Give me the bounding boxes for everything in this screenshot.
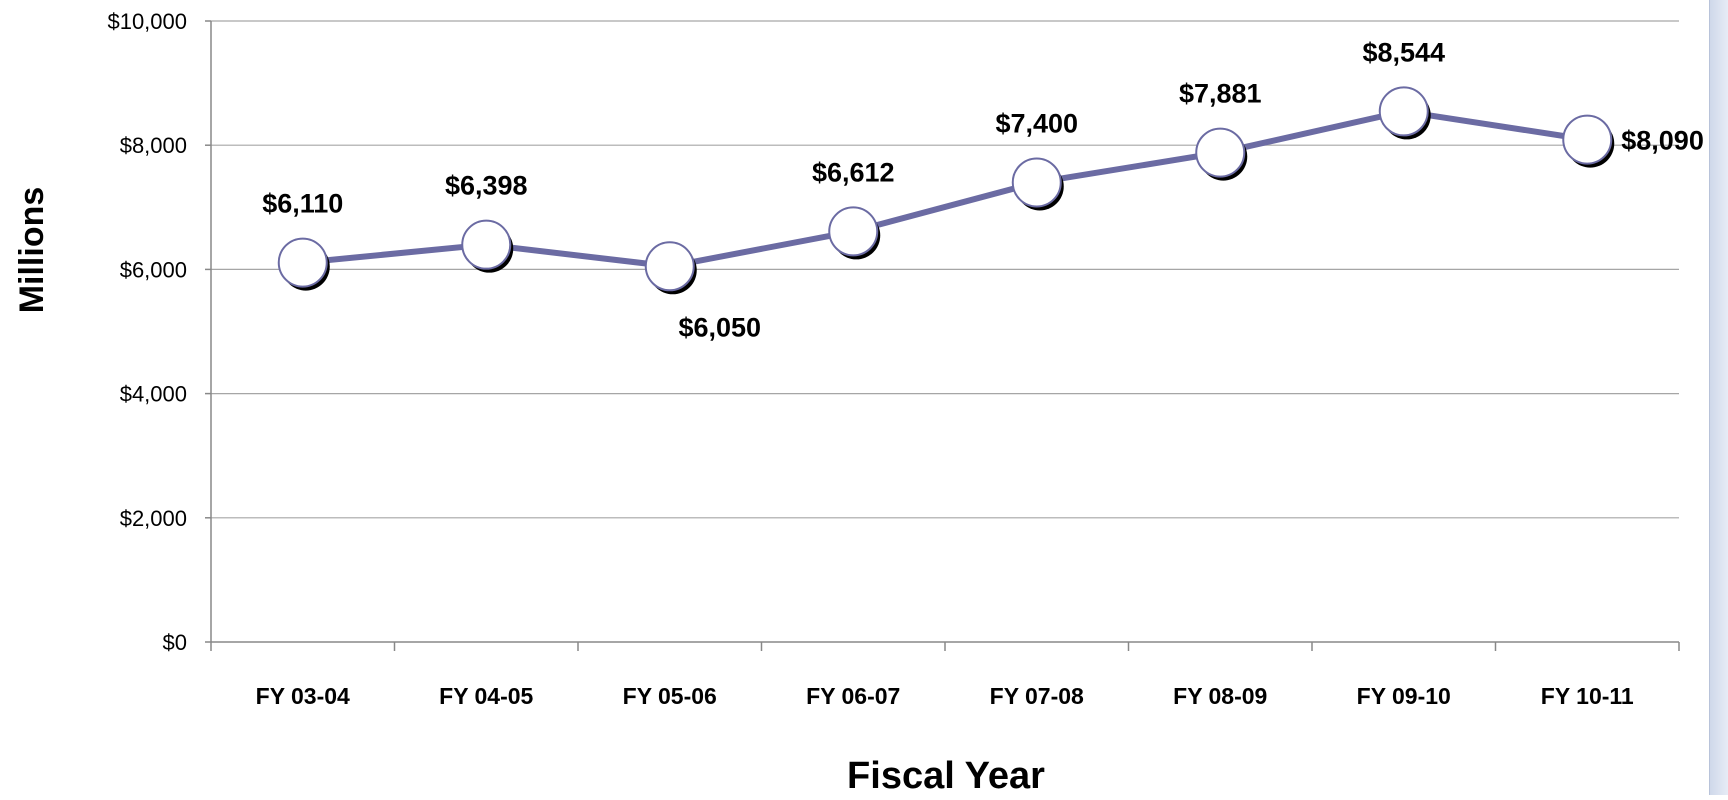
x-tick-label: FY 05-06 <box>623 683 717 709</box>
data-point <box>277 237 330 291</box>
data-point-marker <box>277 237 328 288</box>
data-labels: $6,110 $6,398 $6,050 $6,612 $7,400 $7,881 $8,5… <box>262 37 1704 342</box>
data-point <box>1011 157 1064 211</box>
data-label: $8,090 <box>1621 126 1704 156</box>
data-point-marker <box>1195 127 1246 178</box>
x-tick-label: FY 10-11 <box>1541 683 1634 709</box>
y-tick-label: $10,000 <box>107 9 187 34</box>
data-point-marker <box>1378 86 1429 137</box>
x-axis-tick-labels: FY 03-04 FY 04-05 FY 05-06 FY 06-07 FY 07-08… <box>256 683 1634 709</box>
y-axis-tick-labels: $0 $2,000 $4,000 $6,000 $8,000 $10,000 <box>107 9 187 655</box>
x-tick-label: FY 08-09 <box>1173 683 1267 709</box>
series-line <box>299 108 1591 270</box>
axes <box>205 20 1680 651</box>
data-label: $6,050 <box>678 312 761 342</box>
x-tick-label: FY 09-10 <box>1357 683 1451 709</box>
x-tick-label: FY 06-07 <box>806 683 900 709</box>
gridlines <box>211 20 1679 519</box>
data-point-marker <box>644 241 695 292</box>
data-label: $7,881 <box>1179 79 1262 109</box>
marker-layer <box>277 86 1615 295</box>
data-label: $6,612 <box>812 157 895 187</box>
x-tick-label: FY 07-08 <box>990 683 1084 709</box>
data-point-marker <box>1011 157 1062 208</box>
y-tick-label: $2,000 <box>120 506 187 531</box>
data-point-marker <box>1562 114 1613 165</box>
y-tick-label: $4,000 <box>120 382 187 407</box>
y-tick-label: $6,000 <box>120 257 187 282</box>
data-label: $7,400 <box>995 108 1078 138</box>
data-label: $8,544 <box>1362 37 1445 67</box>
series-layer <box>299 108 1591 270</box>
data-point <box>461 219 514 273</box>
data-point <box>1562 114 1615 168</box>
data-point <box>644 241 697 295</box>
y-tick-label: $0 <box>163 630 187 655</box>
data-point <box>828 206 881 260</box>
data-point <box>1378 86 1431 140</box>
data-label: $6,398 <box>445 171 528 201</box>
window-edge-panel <box>1709 0 1728 795</box>
data-point-marker <box>828 206 879 257</box>
x-tick-label: FY 03-04 <box>256 683 350 709</box>
y-axis-title: Millions <box>13 187 51 314</box>
x-tick-label: FY 04-05 <box>439 683 533 709</box>
y-tick-label: $8,000 <box>120 133 187 158</box>
data-point <box>1195 127 1248 181</box>
data-label: $6,110 <box>262 189 343 219</box>
data-point-marker <box>461 219 512 270</box>
x-axis-title: Fiscal Year <box>847 755 1045 795</box>
